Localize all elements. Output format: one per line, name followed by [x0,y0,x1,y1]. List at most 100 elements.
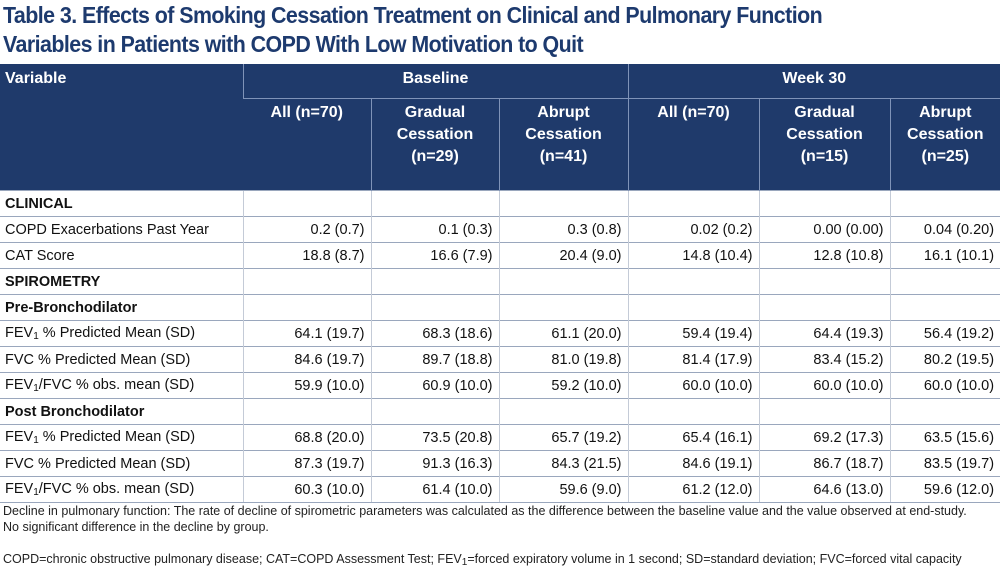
value-cell: 61.1 (20.0) [498,320,629,347]
value-cell: 59.6 (12.0) [889,476,1000,503]
value-cell: 83.4 (15.2) [758,346,891,373]
subheader-line: (n=29) [411,148,459,165]
value-cell: 64.4 (19.3) [758,320,891,347]
section-empty-cell [889,190,1000,217]
footnote-no-difference: No significant difference in the decline… [3,520,269,534]
value-cell: 0.2 (0.7) [242,216,371,243]
row-label: FVC % Predicted Mean (SD) [0,346,243,373]
value-cell: 81.0 (19.8) [498,346,629,373]
row-label: FEV1 % Predicted Mean (SD) [0,320,243,347]
value-cell: 0.02 (0.2) [627,216,760,243]
value-cell: 64.6 (13.0) [758,476,891,503]
value-cell: 20.4 (9.0) [498,242,629,269]
subheader-6: Abrupt Cessation (n=25) [889,98,1000,191]
section-empty-cell [242,294,371,321]
section-empty-cell [370,268,499,295]
table-body: CLINICAL COPD Exacerbations Past Year 0.2 … [0,190,1000,503]
subscript: 1 [33,383,39,394]
table-row: CAT Score 18.8 (8.7) 16.6 (7.9) 20.4 (9.0) 1… [0,242,1000,269]
subscript: 1 [33,487,39,498]
value-cell: 60.0 (10.0) [627,372,760,399]
label-part: /FVC % obs. mean (SD) [38,481,195,497]
label-part: COPD=chronic obstructive pulmonary disea… [3,552,462,566]
label-part: FEV [5,481,34,497]
value-cell: 84.3 (21.5) [498,450,629,477]
value-cell: 60.0 (10.0) [758,372,891,399]
section-empty-cell [627,190,760,217]
section-empty-cell [758,294,891,321]
subheader-line: Cessation [907,126,984,143]
value-cell: 73.5 (20.8) [370,424,499,451]
section-empty-cell [370,398,499,425]
label-part: FEV [5,429,34,445]
subheader-line: Abrupt [919,104,972,121]
label-part: =forced expiratory volume in 1 second; S… [467,552,962,566]
section-empty-cell [627,294,760,321]
section-empty-cell [627,268,760,295]
table-row: COPD Exacerbations Past Year 0.2 (0.7) 0.1… [0,216,1000,243]
value-cell: 0.3 (0.8) [498,216,629,243]
subscript: 1 [33,331,39,342]
row-label: COPD Exacerbations Past Year [0,216,243,243]
value-cell: 59.2 (10.0) [498,372,629,399]
subheader-3: Abrupt Cessation (n=41) [498,98,629,191]
subheader-line: Gradual [404,104,466,121]
value-cell: 16.1 (10.1) [889,242,1000,269]
section-label: Pre-Bronchodilator [0,294,243,321]
header-week-30: Week 30 [627,64,1000,99]
label-part: % Predicted Mean (SD) [38,429,196,445]
subscript: 1 [461,557,468,568]
value-cell: 68.8 (20.0) [242,424,371,451]
section-empty-cell [889,294,1000,321]
label-part: /FVC % obs. mean (SD) [38,377,195,393]
value-cell: 12.8 (10.8) [758,242,891,269]
section-empty-cell [498,398,629,425]
section-label: SPIROMETRY [0,268,243,295]
section-empty-cell [498,294,629,321]
subscript: 1 [33,435,39,446]
value-cell: 59.6 (9.0) [498,476,629,503]
value-cell: 0.1 (0.3) [370,216,499,243]
section-empty-cell [370,190,499,217]
section-row: Post Bronchodilator [0,398,1000,425]
table-row: FEV1/FVC % obs. mean (SD) 59.9 (10.0) 60.9… [0,372,1000,399]
section-empty-cell [889,398,1000,425]
table-row: FVC % Predicted Mean (SD) 87.3 (19.7) 91.3… [0,450,1000,477]
value-cell: 59.4 (19.4) [627,320,760,347]
section-empty-cell [498,268,629,295]
section-row: Pre-Bronchodilator [0,294,1000,321]
value-cell: 60.3 (10.0) [242,476,371,503]
section-empty-cell [758,398,891,425]
subheader-line: Abrupt [537,104,590,121]
table-title: Table 3. Effects of Smoking Cessation Tr… [3,1,924,59]
value-cell: 81.4 (17.9) [627,346,760,373]
value-cell: 86.7 (18.7) [758,450,891,477]
subheader-line: (n=41) [539,148,588,165]
subheader-line: (n=25) [921,148,970,165]
table-row: FEV1/FVC % obs. mean (SD) 60.3 (10.0) 61.4… [0,476,1000,503]
label-part: FEV [5,377,34,393]
row-label: CAT Score [0,242,243,269]
value-cell: 68.3 (18.6) [370,320,499,347]
section-empty-cell [889,268,1000,295]
subheader-line: Cessation [786,126,863,143]
subheader-line: Gradual [794,104,855,121]
value-cell: 64.1 (19.7) [242,320,371,347]
value-cell: 16.6 (7.9) [370,242,499,269]
row-label: FEV1 % Predicted Mean (SD) [0,424,243,451]
subheader-line: (n=15) [800,148,849,165]
results-table: Variable Baseline Week 30 All (n=70) Grad… [0,64,1000,503]
section-empty-cell [242,190,371,217]
table-title-line-1: Table 3. Effects of Smoking Cessation Tr… [3,2,823,28]
value-cell: 84.6 (19.1) [627,450,760,477]
value-cell: 69.2 (17.3) [758,424,891,451]
section-label: CLINICAL [0,190,243,217]
value-cell: 84.6 (19.7) [242,346,371,373]
value-cell: 0.04 (0.20) [889,216,1000,243]
subheader-line: Cessation [525,126,602,143]
value-cell: 91.3 (16.3) [370,450,499,477]
value-cell: 59.9 (10.0) [242,372,371,399]
subheader-line: Cessation [396,126,474,143]
section-empty-cell [242,268,371,295]
value-cell: 87.3 (19.7) [242,450,371,477]
